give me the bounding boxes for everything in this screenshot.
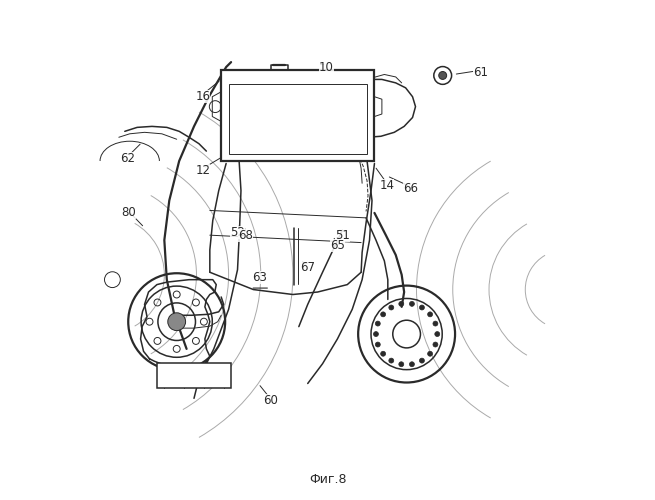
Circle shape xyxy=(375,321,381,326)
Circle shape xyxy=(433,321,438,326)
Circle shape xyxy=(419,305,424,310)
Text: Фиг.8: Фиг.8 xyxy=(309,474,346,486)
Circle shape xyxy=(375,342,381,347)
Text: 67: 67 xyxy=(300,261,315,274)
Text: 16: 16 xyxy=(195,90,210,103)
Text: 80: 80 xyxy=(121,206,136,220)
Text: 66: 66 xyxy=(403,182,418,194)
Circle shape xyxy=(399,362,403,366)
Text: 68: 68 xyxy=(238,228,253,241)
Circle shape xyxy=(439,72,447,80)
Circle shape xyxy=(419,358,424,363)
Circle shape xyxy=(389,358,394,363)
Text: 52: 52 xyxy=(230,226,245,239)
Text: 65: 65 xyxy=(330,238,345,252)
Circle shape xyxy=(168,313,185,330)
Circle shape xyxy=(433,342,438,347)
Text: 61: 61 xyxy=(474,66,488,78)
Circle shape xyxy=(435,332,440,336)
Bar xyxy=(221,70,375,161)
Bar xyxy=(229,84,367,154)
Text: 14: 14 xyxy=(379,179,394,192)
Circle shape xyxy=(381,352,386,356)
Circle shape xyxy=(389,305,394,310)
Circle shape xyxy=(428,312,432,317)
Circle shape xyxy=(373,332,379,336)
Circle shape xyxy=(381,312,386,317)
Circle shape xyxy=(399,302,403,306)
Text: 12: 12 xyxy=(195,164,210,177)
Text: 51: 51 xyxy=(335,228,350,241)
Bar xyxy=(157,362,231,388)
Circle shape xyxy=(409,362,415,366)
Text: 63: 63 xyxy=(252,270,267,283)
Circle shape xyxy=(428,352,432,356)
Text: 60: 60 xyxy=(263,394,278,407)
Text: 10: 10 xyxy=(319,60,334,74)
Text: 62: 62 xyxy=(120,152,135,165)
Circle shape xyxy=(409,302,415,306)
